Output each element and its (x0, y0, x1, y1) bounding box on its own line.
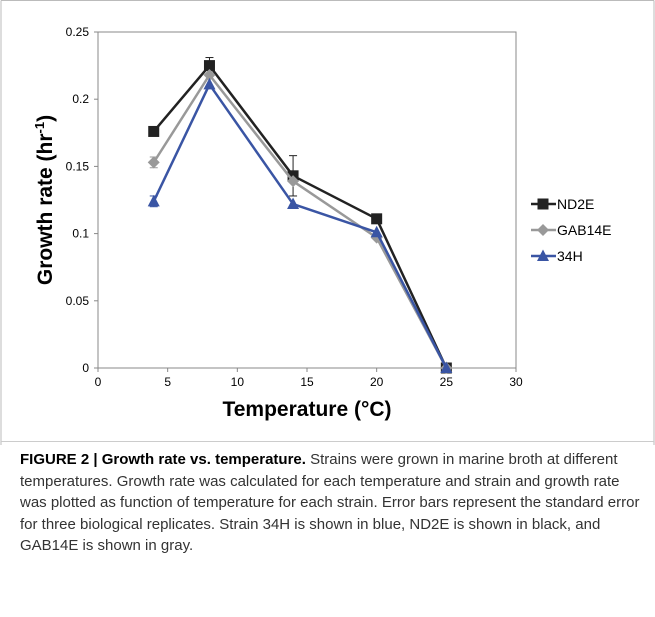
legend-marker-nd2e (537, 198, 549, 210)
figure-caption: FIGURE 2 | Growth rate vs. temperature. … (20, 449, 640, 557)
data-point-nd2e (148, 125, 160, 137)
series-gab14e (147, 69, 453, 374)
series-line-gab14e (152, 73, 448, 369)
plot-area-border (97, 31, 517, 369)
y-tick-label: 0.05 (66, 294, 90, 308)
y-tick-label: 0.1 (72, 227, 89, 241)
x-tick-label: 30 (509, 375, 523, 389)
legend-marker-gab14e (537, 224, 549, 236)
x-tick-label: 20 (370, 375, 384, 389)
data-point-34h (440, 361, 453, 373)
caption-heading: FIGURE 2 | Growth rate vs. temperature. (20, 451, 306, 468)
y-axis-title-end: ) (34, 115, 57, 122)
series-34h (147, 77, 453, 373)
data-point-nd2e (371, 213, 383, 225)
data-point-gab14e (203, 69, 216, 82)
growth-rate-chart: 0 5 10 15 20 25 30 0 0.05 0.1 0.15 0.2 0.25 Temperatu… (0, 0, 655, 445)
series-line-34h (152, 83, 448, 369)
x-tick-label: 5 (164, 375, 171, 389)
legend-marker-34h (537, 249, 549, 261)
caption-body: Strains were grown in marine broth at di… (20, 451, 640, 554)
data-point-nd2e (203, 60, 215, 72)
y-tick-label: 0.2 (72, 92, 89, 106)
y-axis-title-base: Growth rate (hr (34, 133, 57, 285)
data-point-34h (147, 194, 160, 207)
data-point-34h (370, 225, 383, 238)
legend-label-gab14e: GAB14E (557, 222, 611, 238)
y-tick-label: 0 (82, 361, 89, 375)
x-tick-label: 10 (231, 375, 245, 389)
y-axis-title: Growth rate (hr-1) (32, 115, 57, 285)
legend-label-34h: 34H (557, 248, 583, 264)
y-axis-title-superscript: -1 (32, 122, 47, 134)
series-nd2e (148, 57, 452, 374)
x-axis-title: Temperature (°C) (222, 398, 391, 421)
y-tick-label: 0.25 (66, 25, 90, 39)
x-tick-label: 15 (300, 375, 314, 389)
data-point-gab14e (287, 175, 300, 188)
legend-label-nd2e: ND2E (557, 196, 594, 212)
data-point-34h (203, 77, 216, 90)
data-point-gab14e (147, 156, 160, 169)
x-tick-label: 25 (440, 375, 454, 389)
x-tick-label: 0 (95, 375, 102, 389)
data-point-34h (287, 197, 300, 210)
y-tick-label: 0.15 (66, 159, 90, 173)
